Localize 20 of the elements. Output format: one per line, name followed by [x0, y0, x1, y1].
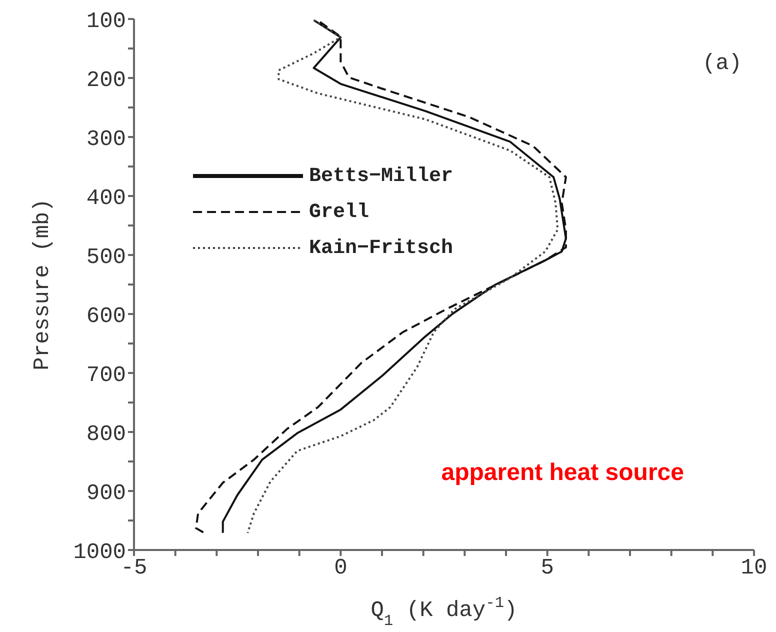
x-tick-label: 5 [540, 556, 554, 581]
y-tick-label: 700 [86, 362, 126, 388]
text: Kain−Fritsch [309, 236, 454, 260]
y-tick-label: 200 [86, 68, 126, 93]
x-tick-label: 0 [334, 556, 348, 581]
y-tick-label: 1000 [73, 540, 126, 565]
y-tick-label: 400 [86, 186, 126, 211]
text: Grell [309, 200, 370, 224]
y-tick-label: 500 [86, 244, 126, 270]
y-tick-label: 300 [86, 126, 126, 152]
x-axis-title: Q$_{1}$ (K day$^{-1}$) [370, 594, 518, 630]
text: Betts−Miller [309, 164, 454, 188]
y-tick-label: 100 [86, 8, 126, 34]
annotation: (a) [702, 51, 742, 76]
y-tick-label: 900 [86, 480, 126, 506]
y-tick-label: 800 [86, 422, 126, 447]
x-tick-label: 10 [740, 556, 768, 581]
y-tick-label: 600 [86, 304, 126, 329]
y-axis-title: Pressure (mb) [30, 198, 55, 370]
annotation: apparent heat source [441, 459, 684, 486]
